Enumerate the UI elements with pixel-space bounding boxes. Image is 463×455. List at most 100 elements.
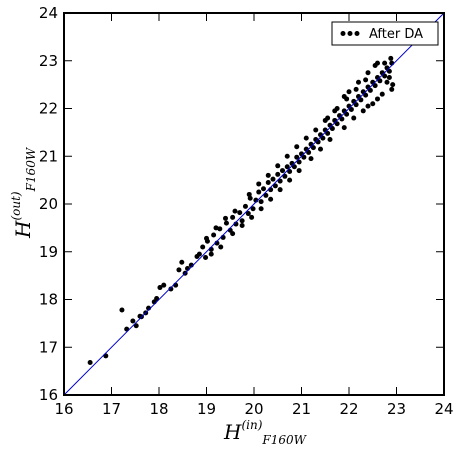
x-axis-label-sub: F160W [261, 433, 307, 447]
data-point [351, 115, 357, 121]
data-point [277, 187, 283, 193]
legend-label: After DA [369, 27, 423, 42]
data-point [390, 82, 396, 88]
data-point [377, 78, 383, 84]
data-point [294, 144, 300, 150]
data-point [306, 149, 312, 155]
reference-line [63, 12, 445, 396]
y-tick-label: 23 [39, 52, 58, 70]
y-tick-label: 20 [39, 195, 58, 213]
y-tick-label: 18 [39, 291, 58, 309]
legend: After DA [331, 21, 439, 46]
x-tick-label: 16 [54, 400, 73, 418]
data-point [263, 192, 269, 198]
data-point [258, 199, 264, 205]
data-point [87, 360, 93, 366]
data-point [318, 146, 323, 152]
data-point [308, 156, 314, 162]
data-point [275, 171, 281, 177]
data-point [370, 101, 376, 107]
data-point [358, 97, 364, 103]
y-tick-label: 21 [39, 147, 58, 165]
data-point [327, 137, 333, 143]
y-axis-label-sub: F160W [24, 146, 38, 192]
data-point [176, 267, 182, 273]
data-point [334, 106, 340, 111]
data-point [133, 323, 139, 329]
x-tick-label: 20 [244, 400, 263, 418]
data-point [382, 73, 388, 79]
data-point [287, 177, 293, 183]
data-point [130, 318, 136, 324]
data-point [250, 206, 256, 212]
x-tick-label: 24 [434, 400, 453, 418]
data-point [204, 235, 209, 241]
x-tick-label: 21 [292, 400, 311, 418]
data-point [284, 164, 290, 170]
y-axis-label-sup: (out) [9, 191, 23, 220]
data-point [367, 87, 373, 93]
data-point [329, 126, 335, 132]
y-axis-label: H(out)F160W [9, 146, 38, 239]
data-point [217, 226, 223, 232]
data-point [261, 186, 266, 192]
x-tick-label: 23 [387, 400, 406, 418]
data-point [242, 203, 248, 209]
ticks-layer: 16 17 18 19 20 21 22 23 24 16 17 18 19 20 21 22 23 24 [39, 4, 454, 418]
data-point [249, 214, 255, 220]
data-point [344, 96, 350, 102]
data-point [265, 172, 271, 178]
data-point [296, 159, 302, 165]
data-point [230, 231, 236, 237]
data-point [239, 218, 245, 224]
data-point [310, 145, 316, 151]
data-point [389, 86, 395, 92]
data-point [230, 214, 236, 220]
data-point [208, 251, 214, 257]
x-tick-label: 22 [339, 400, 358, 418]
data-point [360, 108, 366, 114]
x-axis-label-sup: (in) [241, 418, 262, 432]
data-point [313, 127, 319, 133]
data-point [232, 208, 238, 214]
data-point [272, 183, 278, 189]
legend-marker [340, 31, 346, 36]
data-point [287, 169, 293, 175]
data-point [239, 222, 245, 228]
data-point [119, 307, 125, 313]
data-point [320, 135, 326, 141]
data-point [256, 189, 262, 195]
y-tick-label: 24 [39, 4, 58, 22]
data-point [303, 135, 309, 141]
data-point [388, 55, 394, 61]
data-point [161, 282, 167, 288]
data-point [284, 153, 290, 159]
data-point [275, 163, 281, 169]
data-point [258, 206, 264, 212]
data-point [265, 180, 271, 186]
x-axis-label: H(in)F160W [223, 418, 308, 447]
data-point [237, 210, 243, 216]
data-point [356, 79, 361, 85]
data-point [382, 60, 388, 66]
data-point [211, 232, 217, 238]
data-point [325, 130, 331, 136]
data-point [344, 111, 350, 117]
data-point [339, 116, 345, 122]
data-point [353, 86, 359, 92]
y-axis-label-base: H [11, 220, 35, 239]
legend-marker [354, 31, 360, 36]
data-point [372, 83, 378, 89]
data-point [341, 125, 347, 131]
data-point [363, 77, 369, 83]
y-tick-label: 17 [39, 338, 58, 356]
data-point [291, 164, 297, 170]
data-point [179, 259, 185, 265]
data-point [375, 96, 380, 102]
data-point [353, 102, 359, 108]
data-point [280, 168, 285, 174]
data-point [247, 195, 253, 201]
data-point [365, 103, 371, 109]
data-point [386, 68, 392, 74]
x-tick-label: 17 [102, 400, 121, 418]
